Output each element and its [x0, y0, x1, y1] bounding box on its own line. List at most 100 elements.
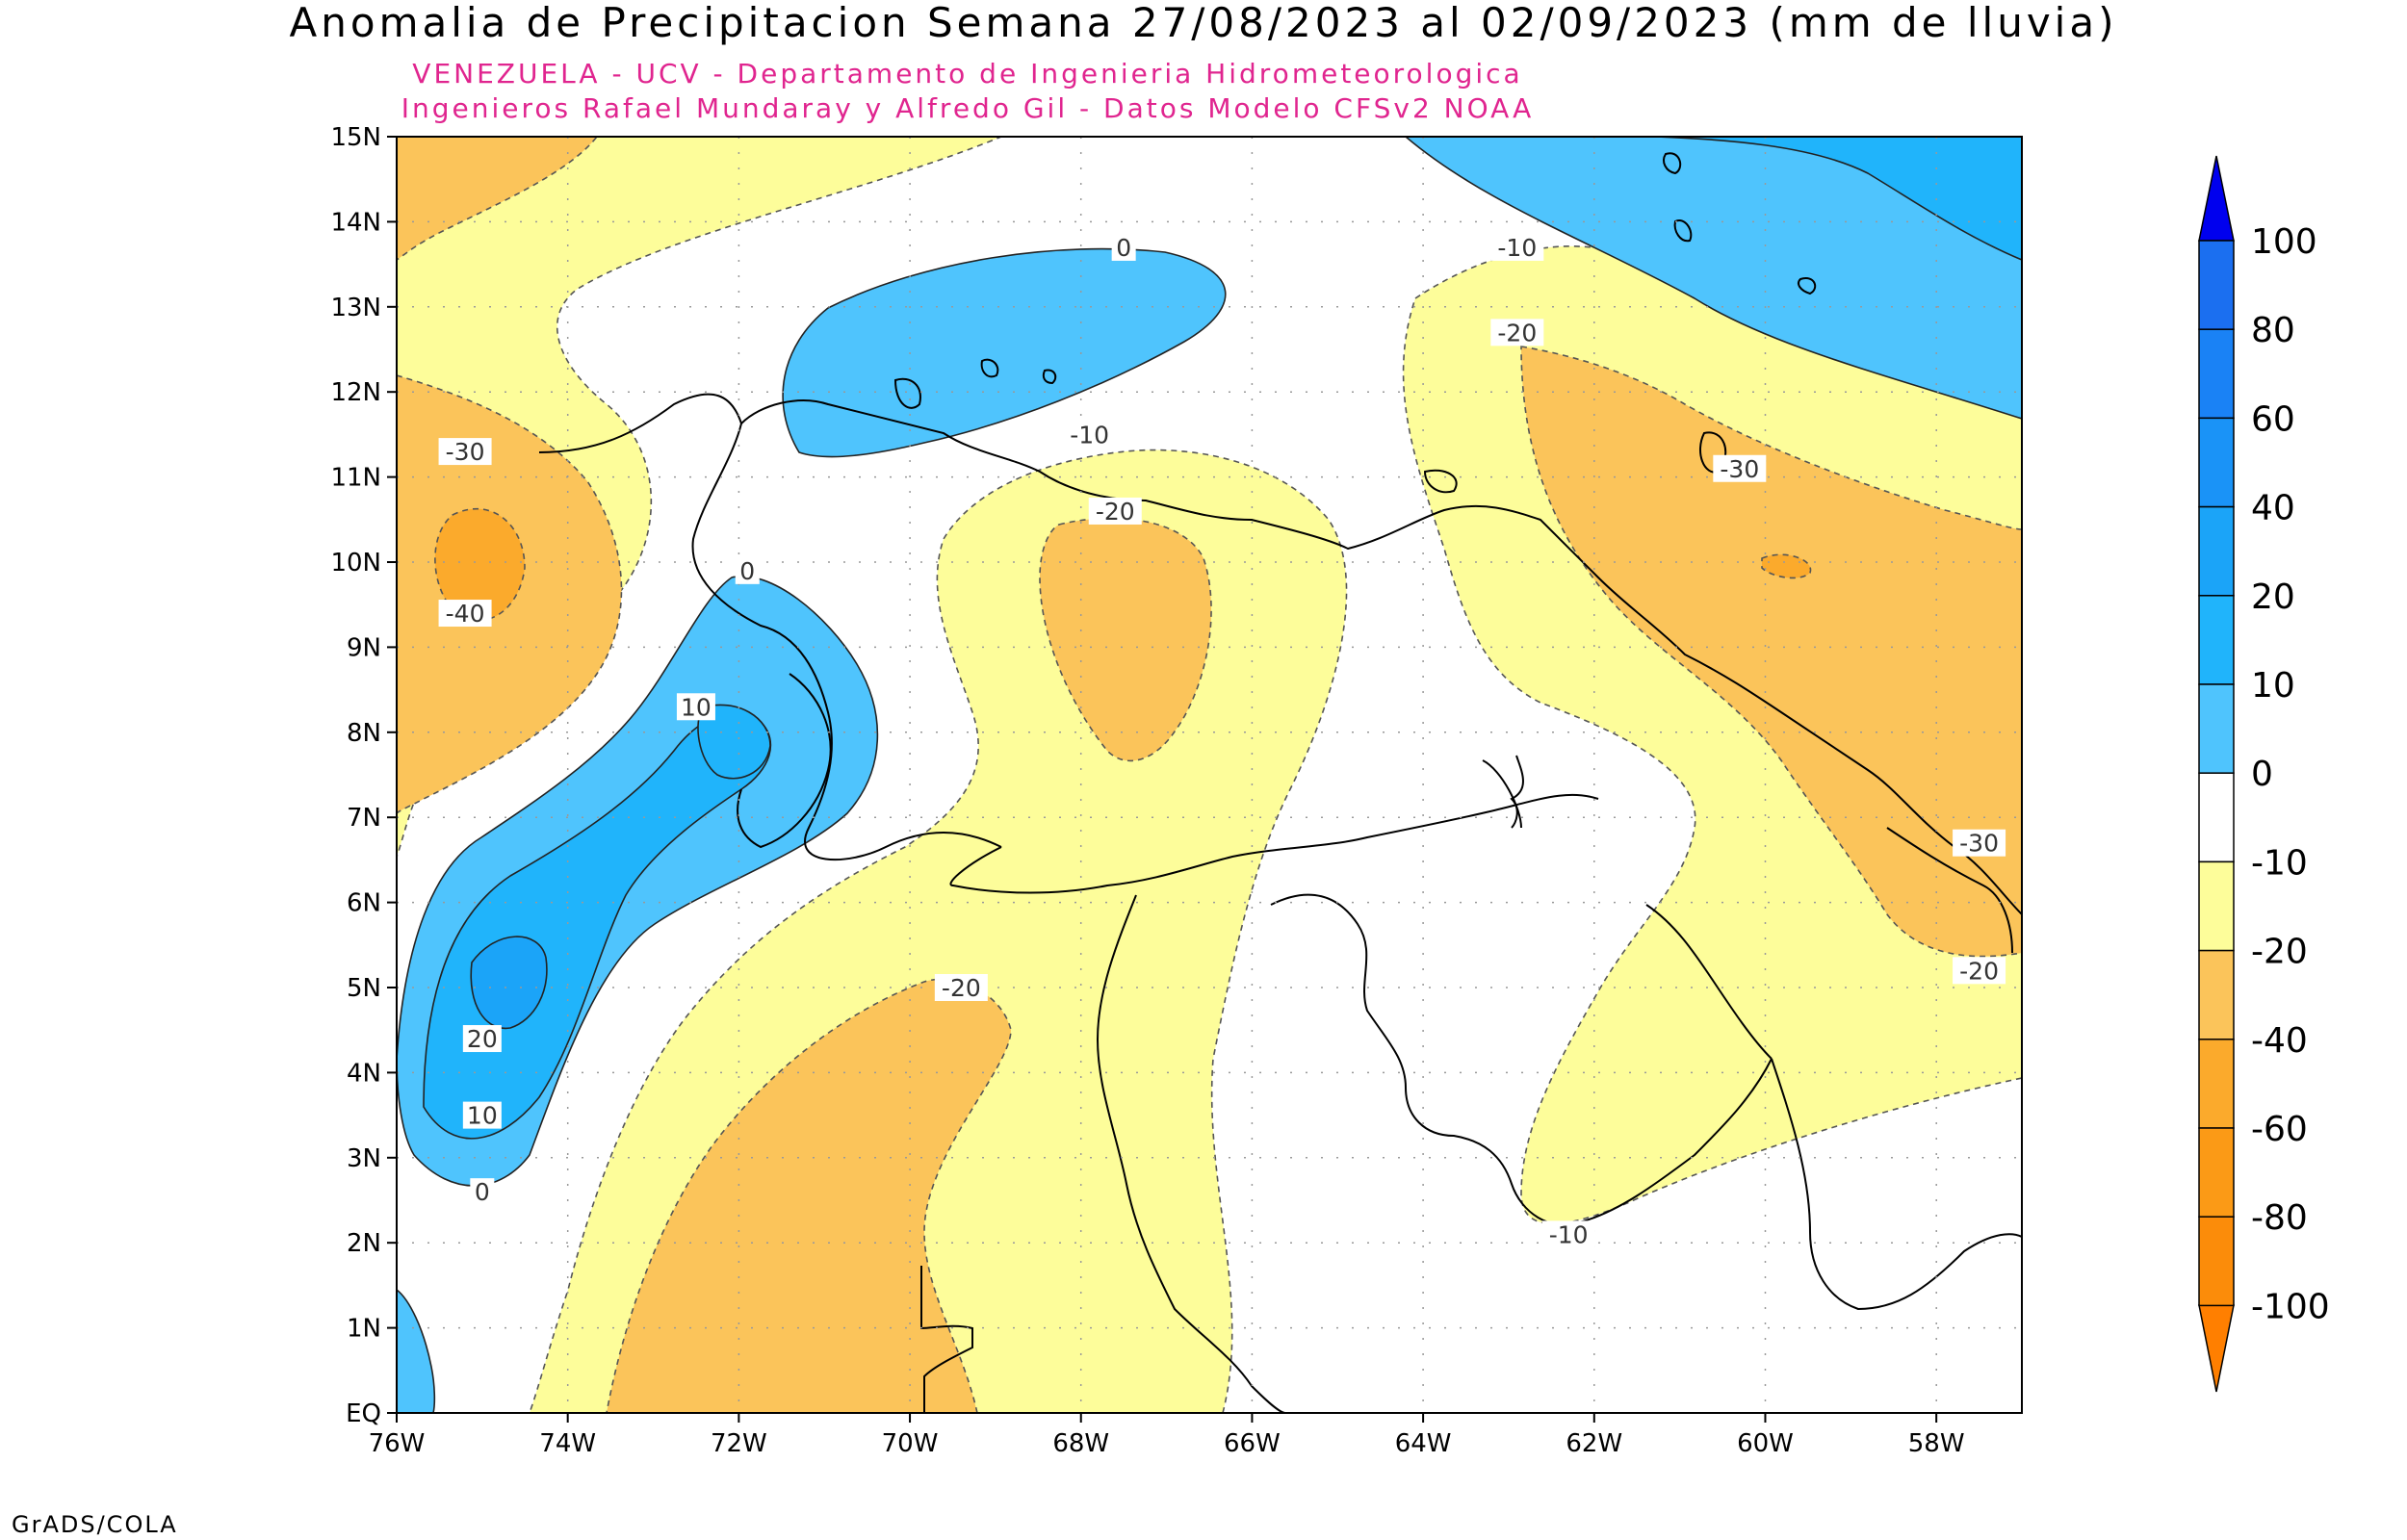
colorbar-label: 60 — [2251, 399, 2295, 439]
contour-label-text: -10 — [1497, 234, 1537, 262]
contour-fill — [782, 247, 1227, 458]
colorbar-segment — [2198, 860, 2235, 952]
contour-fill — [423, 711, 772, 1140]
contour-label: -30 — [438, 438, 492, 466]
contour-label-text: 0 — [475, 1178, 490, 1206]
y-tick-label: 8N — [347, 719, 381, 748]
colorbar-segment — [2198, 328, 2235, 420]
colorbar-label: -80 — [2251, 1198, 2308, 1238]
x-tick-label: 76W — [369, 1429, 426, 1458]
contour-label-bg — [1490, 233, 1544, 261]
contour-fill — [434, 508, 526, 622]
y-tick-label: 1N — [347, 1315, 381, 1344]
colorbar-segment — [2198, 1039, 2235, 1129]
island-tobago — [1798, 277, 1817, 295]
contour-label-bg — [438, 600, 492, 628]
y-tick-label: 15N — [330, 123, 381, 152]
contour-label-bg — [1088, 497, 1142, 525]
contour-fill — [1761, 553, 1812, 579]
island-curacao — [980, 358, 999, 378]
border-orinoco-rionegro — [1096, 894, 1286, 1413]
border-venezuela-brazil — [1270, 893, 1773, 1226]
contour-label-bg — [1953, 829, 2006, 857]
contour-fill — [1039, 517, 1212, 762]
y-tick-label: 10N — [330, 549, 381, 578]
y-tick-label: 9N — [347, 633, 381, 662]
contour-label-text: -10 — [1070, 421, 1109, 449]
contour-label-bg — [735, 556, 760, 584]
y-tick-label: 3N — [347, 1144, 381, 1173]
contour-label: -20 — [1953, 957, 2006, 985]
colorbar-label: 100 — [2251, 222, 2317, 262]
coastlines-and-borders — [538, 393, 2022, 1413]
contour-label-bg — [676, 693, 715, 721]
island-stvincent — [1663, 152, 1682, 175]
colorbar-label: 10 — [2251, 666, 2295, 706]
contour-label-bg — [934, 974, 988, 1001]
colorbar-segment — [2198, 595, 2235, 685]
contour-label-bg — [470, 1178, 495, 1206]
x-tick-label: 60W — [1737, 1429, 1794, 1458]
colorbar-segment — [2198, 1216, 2235, 1307]
contour-label-text: -40 — [446, 600, 485, 628]
contour-label-text: -20 — [1096, 498, 1135, 526]
contour-fill — [470, 936, 548, 1030]
subtitle-institution: VENEZUELA - UCV - Departamento de Ingeni… — [412, 58, 1523, 90]
contour-label: -10 — [1541, 1220, 1595, 1248]
colorbar-label: -20 — [2251, 933, 2308, 972]
contour-label-bg — [462, 1025, 502, 1053]
contour-label-bg — [438, 438, 492, 466]
contour-labels: 0 -10 -20 -30 -30 -40 -10 -20 0 10 20 10 0 -20 -30 -20 -… — [438, 233, 2006, 1248]
contour-label-text: -30 — [1959, 830, 1999, 858]
contour-fill — [1404, 137, 2022, 420]
contour-label-text: 10 — [681, 693, 712, 721]
x-tick-label: 68W — [1052, 1429, 1109, 1458]
colorbar-bottom-cap — [2198, 1304, 2235, 1393]
contour-label: -10 — [1063, 421, 1117, 449]
y-tick-label: 12N — [330, 378, 381, 407]
colorbar-segment — [2198, 683, 2235, 774]
map-frame — [396, 136, 2023, 1414]
x-tick-label: 70W — [882, 1429, 939, 1458]
contour-label-bg — [1953, 957, 2006, 985]
y-tick-label: 4N — [347, 1059, 381, 1088]
colorbar-label: 40 — [2251, 489, 2295, 528]
island-grenada — [1673, 219, 1693, 243]
map-title: Anomalia de Precipitacion Semana 27/08/2… — [289, 0, 2118, 46]
y-tick-label: 14N — [330, 208, 381, 237]
x-tick-label: 62W — [1566, 1429, 1622, 1458]
contour-label: 0 — [735, 556, 760, 585]
colorbar-label: 0 — [2251, 755, 2273, 794]
y-tick-label: 2N — [347, 1229, 381, 1258]
island-margarita — [1423, 469, 1458, 494]
border-colombia-venezuela — [691, 423, 1002, 861]
subtitle-authors: Ingenieros Rafael Mundaray y Alfredo Gil… — [401, 92, 1535, 124]
x-tick-label: 58W — [1908, 1429, 1965, 1458]
colorbar-label: -60 — [2251, 1110, 2308, 1149]
contour-label: -10 — [1490, 233, 1544, 262]
contour-label-bg — [1490, 319, 1544, 346]
contour-fill — [397, 137, 599, 261]
software-credit: GrADS/COLA — [12, 1511, 178, 1538]
contour-label-text: -30 — [1720, 455, 1759, 483]
colorbar-label: -10 — [2251, 843, 2308, 883]
border-coast-delta — [1482, 759, 1522, 829]
contour-label: 20 — [462, 1025, 502, 1053]
contour-label: 0 — [1111, 233, 1136, 262]
y-tick-label: 7N — [347, 804, 381, 833]
contour-label: -20 — [1490, 319, 1544, 346]
y-tick-label: 6N — [347, 889, 381, 918]
contour-label: -30 — [1953, 829, 2006, 858]
graticule — [397, 137, 2022, 1413]
anomaly-band-minus20-minus40 — [397, 137, 2022, 1413]
y-tick-label: 5N — [347, 974, 381, 1003]
y-tick-label: EQ — [346, 1399, 381, 1428]
contour-label-text: -30 — [446, 438, 485, 466]
anomaly-band-20-40 — [470, 936, 548, 1030]
anomaly-band-10-20 — [423, 137, 2022, 1140]
contour-label-bg — [1541, 1220, 1595, 1248]
map-axes: 76W 74W 72W 70W 68W 66W 64W 62W 60W 58W EQ 1N 2N 3N 4N… — [330, 123, 1964, 1458]
contour-label: -30 — [1713, 454, 1767, 483]
